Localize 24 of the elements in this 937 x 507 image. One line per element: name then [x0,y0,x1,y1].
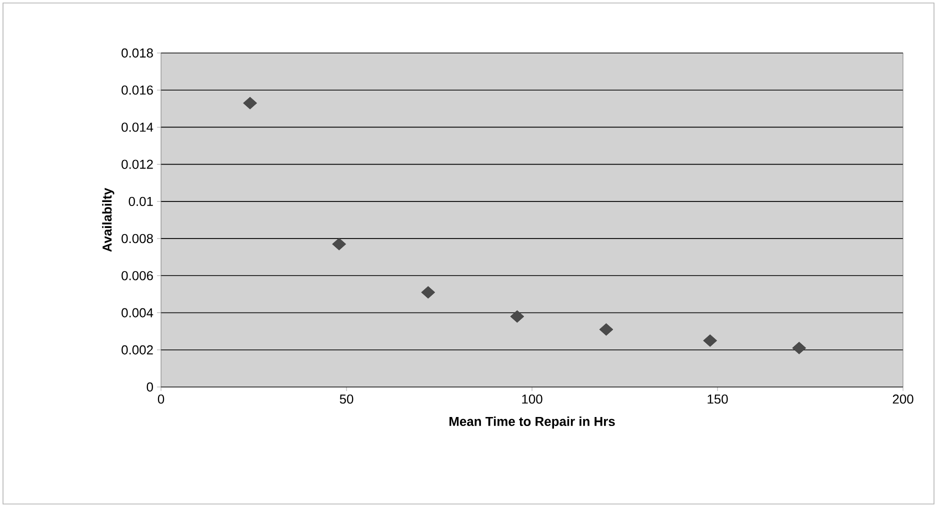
y-tick-label: 0.012 [122,160,153,169]
x-tick-label: 200 [892,394,914,404]
point [792,342,806,354]
y-tick-label: 0.01 [128,196,153,206]
y-tick-label: 0.018 [122,48,153,58]
point [421,286,436,299]
point [703,334,718,347]
y-tick-label: 0.016 [122,86,153,95]
x-tick-label: 0 [158,394,164,404]
y-tick-label: 0 [146,382,153,392]
x-tick-label: 100 [522,394,542,404]
point [510,310,524,323]
x-tick-label: 150 [708,394,728,404]
y-axis-title: Availabilty [102,188,114,252]
y-tick-label: 0.006 [122,271,153,280]
y-tick-label: 0.008 [122,234,153,244]
x-tick-label: 50 [340,394,354,404]
point [332,238,346,250]
y-tick-label: 0.004 [122,308,154,318]
x-axis-title: Mean Time to Repair in Hrs [450,416,615,429]
point [599,323,614,336]
y-tick-label: 0.002 [122,345,153,354]
y-tick-label: 0.014 [122,122,154,132]
point [243,96,257,110]
